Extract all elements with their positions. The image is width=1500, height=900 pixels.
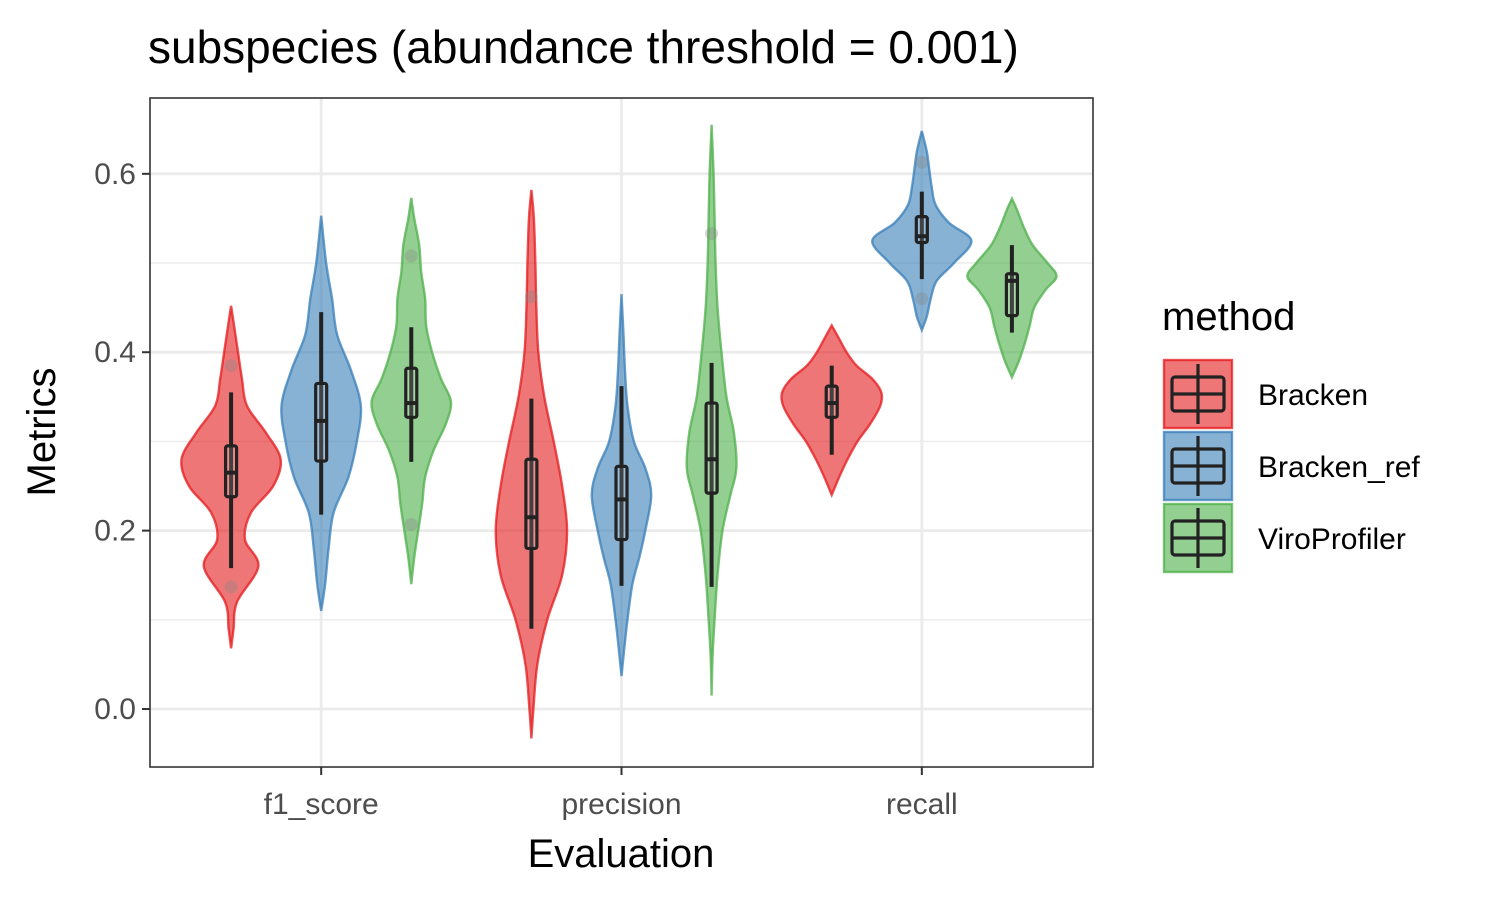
box-iqr	[704, 401, 719, 495]
legend-item-Bracken_ref: Bracken_ref	[1162, 430, 1420, 502]
outlier-point	[404, 249, 418, 263]
legend-label: ViroProfiler	[1258, 523, 1406, 556]
y-tick-label: 0.6	[94, 158, 136, 191]
x-tick-label: f1_score	[264, 788, 379, 821]
box-iqr	[914, 215, 929, 245]
legend: method Bracken Bracken_ref ViroProfiler	[1162, 295, 1420, 574]
legend-title: method	[1162, 295, 1295, 339]
box-iqr	[614, 464, 629, 542]
y-axis-title: Metrics	[20, 368, 64, 497]
legend-item-ViroProfiler: ViroProfiler	[1162, 502, 1406, 574]
outlier-point	[915, 292, 929, 306]
box-iqr	[404, 366, 419, 419]
boxplots	[223, 155, 1020, 629]
x-axis: f1_score precision recall	[264, 767, 958, 821]
box-iqr	[1004, 272, 1020, 318]
outlier-point	[915, 155, 929, 169]
chart-title: subspecies (abundance threshold = 0.001)	[148, 21, 1019, 73]
outlier-point	[705, 227, 719, 241]
y-tick-label: 0.4	[94, 336, 136, 369]
x-tick-label: precision	[561, 788, 681, 821]
outlier-point	[224, 359, 238, 373]
legend-item-Bracken: Bracken	[1162, 358, 1368, 430]
legend-label: Bracken_ref	[1258, 451, 1420, 484]
box-iqr	[524, 457, 539, 551]
legend-label: Bracken	[1258, 379, 1368, 412]
y-tick-label: 0.2	[94, 515, 136, 548]
outlier-point	[524, 290, 538, 304]
outlier-point	[224, 580, 238, 594]
x-tick-label: recall	[886, 788, 958, 821]
outlier-point	[404, 517, 418, 531]
y-axis: 0.0 0.2 0.4 0.6	[94, 158, 150, 726]
x-axis-title: Evaluation	[528, 832, 715, 876]
y-tick-label: 0.0	[94, 693, 136, 726]
